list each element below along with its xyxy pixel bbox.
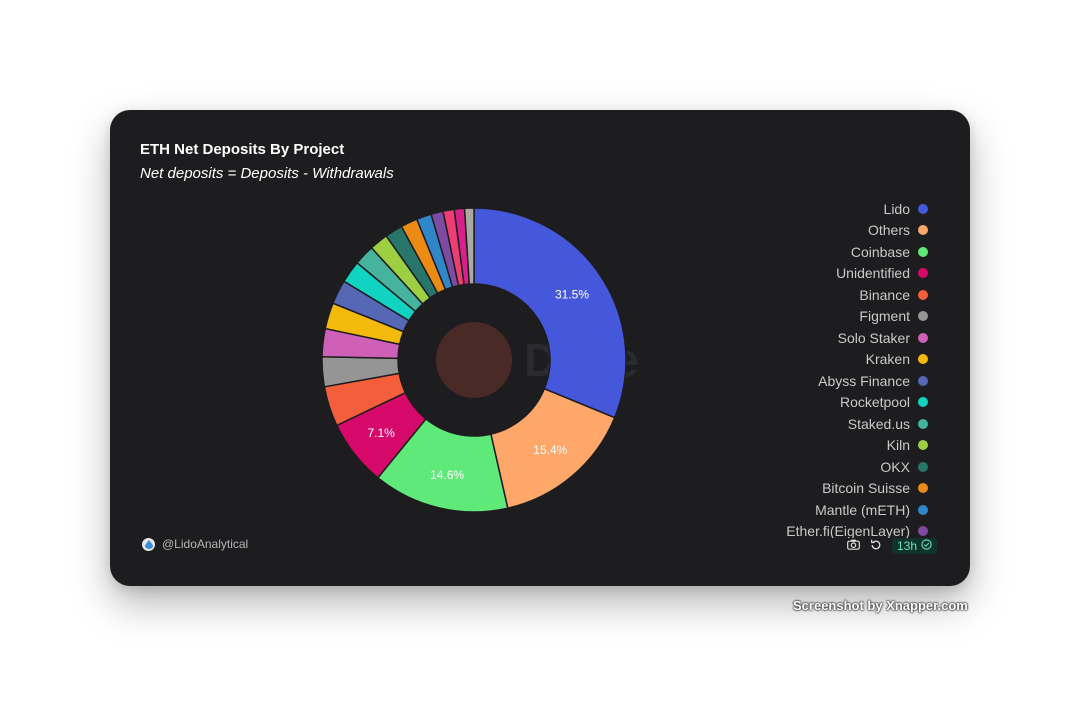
legend-swatch — [918, 418, 928, 429]
slice-label: 15.4% — [533, 443, 567, 457]
legend-swatch — [918, 268, 928, 279]
chart-subtitle: Net deposits = Deposits - Withdrawals — [140, 165, 394, 182]
legend-swatch — [918, 526, 928, 537]
legend-label: Coinbase — [850, 243, 910, 260]
legend-label: OKX — [880, 458, 910, 475]
legend-swatch — [918, 354, 928, 365]
legend-label: Ether.fi(EigenLayer) — [786, 523, 910, 538]
slice-label: 31.5% — [555, 287, 589, 301]
legend-item[interactable]: Coinbase — [688, 241, 928, 263]
donut-chart: Dune31.5%15.4%14.6%7.1% — [321, 207, 639, 513]
legend-item[interactable]: Ether.fi(EigenLayer) — [688, 521, 928, 538]
legend-label: Mantle (mETH) — [815, 501, 910, 518]
author-name: @LidoAnalytical — [162, 537, 249, 551]
legend-item[interactable]: Others — [688, 220, 928, 242]
legend-swatch — [918, 203, 928, 214]
legend-swatch — [918, 289, 928, 300]
legend-label: Solo Staker — [837, 329, 910, 346]
legend-item[interactable]: Figment — [688, 306, 928, 328]
legend-item[interactable]: Kiln — [688, 435, 928, 457]
refresh-icon[interactable] — [870, 539, 882, 554]
legend-item[interactable]: Unidentified — [688, 263, 928, 285]
legend-swatch — [918, 461, 928, 472]
droplet-icon — [142, 537, 155, 551]
legend-label: Abyss Finance — [818, 372, 910, 389]
legend-item[interactable]: Lido — [688, 198, 928, 220]
legend-label: Kraken — [865, 351, 910, 368]
legend-item[interactable]: Kraken — [688, 349, 928, 371]
legend-swatch — [918, 440, 928, 451]
legend-item[interactable]: Mantle (mETH) — [688, 499, 928, 521]
freshness-badge[interactable]: 13h — [891, 538, 937, 554]
slice-label: 7.1% — [368, 426, 396, 440]
freshness-text: 13h — [896, 539, 917, 553]
legend-label: Bitcoin Suisse — [822, 480, 910, 497]
legend-item[interactable]: Abyss Finance — [688, 370, 928, 392]
chart-actions: 13h — [847, 538, 937, 554]
legend-swatch — [918, 225, 928, 236]
legend-item[interactable]: OKX — [688, 456, 928, 478]
legend-item[interactable]: Staked.us — [688, 413, 928, 435]
legend-item[interactable]: Solo Staker — [688, 327, 928, 349]
chart-title: ETH Net Deposits By Project — [140, 141, 345, 158]
legend-swatch — [918, 311, 928, 322]
legend-item[interactable]: Binance — [688, 284, 928, 306]
chart-legend: Lido Others Coinbase Unidentified Binance Fig… — [688, 198, 928, 538]
legend-label: Others — [867, 222, 910, 239]
slice-lido[interactable] — [473, 207, 627, 419]
legend-label: Staked.us — [847, 415, 910, 432]
legend-label: Figment — [859, 308, 910, 325]
slice-other-18[interactable] — [463, 207, 475, 285]
legend-label: Binance — [859, 286, 910, 303]
legend-label: Rocketpool — [839, 394, 910, 411]
check-circle-icon — [921, 539, 932, 553]
legend-swatch — [918, 332, 928, 343]
legend-swatch — [918, 504, 928, 515]
legend-item[interactable]: Rocketpool — [688, 392, 928, 414]
legend-item[interactable]: Bitcoin Suisse — [688, 478, 928, 500]
screenshot-credit: Screenshot by Xnapper.com — [793, 598, 968, 613]
legend-label: Unidentified — [836, 265, 910, 282]
slice-label: 14.6% — [430, 468, 464, 482]
legend-label: Lido — [883, 200, 910, 217]
legend-label: Kiln — [886, 437, 910, 454]
legend-swatch — [918, 246, 928, 257]
chart-card: ETH Net Deposits By Project Net deposits… — [110, 110, 970, 586]
camera-icon[interactable] — [847, 539, 860, 553]
legend-swatch — [918, 375, 928, 386]
legend-swatch — [918, 397, 928, 408]
author-attribution[interactable]: @LidoAnalytical — [142, 537, 248, 551]
legend-swatch — [918, 483, 928, 494]
